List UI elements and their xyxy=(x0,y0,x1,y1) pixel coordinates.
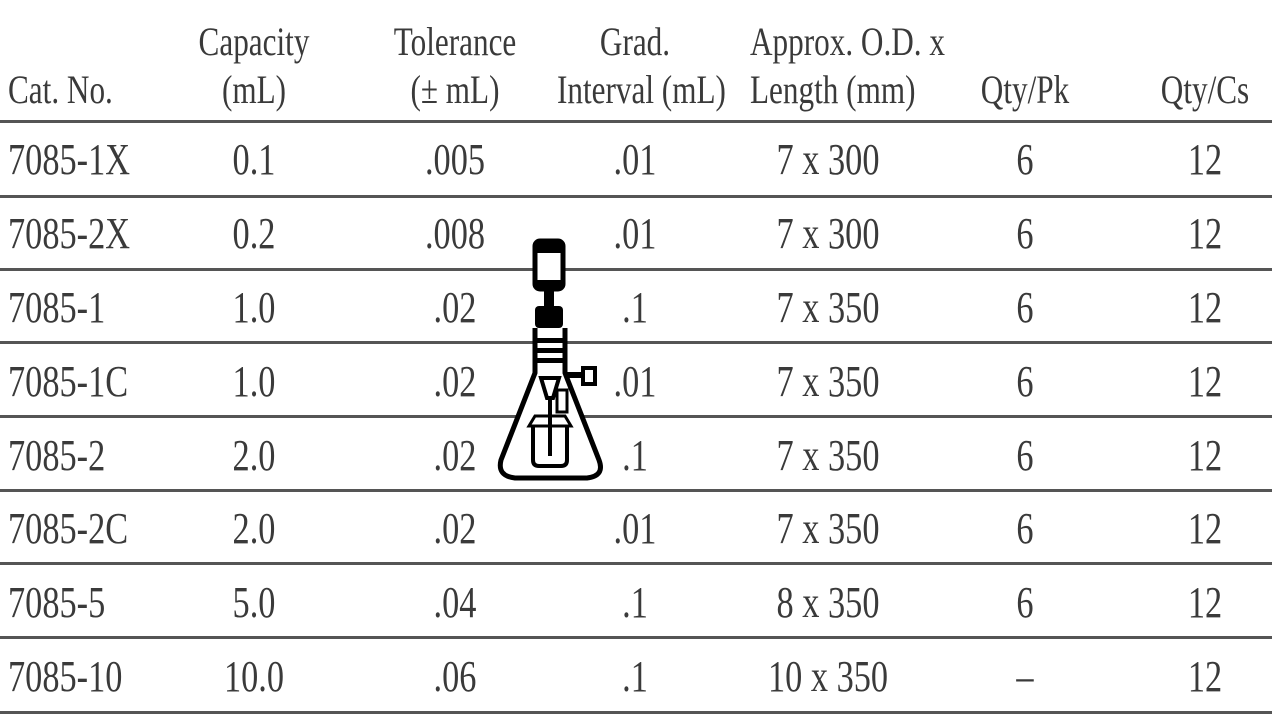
cell-od-length: 7 x 350 xyxy=(776,431,880,480)
header-cat-no: Cat. No. xyxy=(8,67,113,112)
cell-od-length: 7 x 350 xyxy=(776,357,880,406)
cell-capacity: 2.0 xyxy=(232,504,276,553)
table-row: 7085-5 5.0 .04 .1 8 x 350 6 12 xyxy=(0,566,1280,639)
cell-qty-cs: 12 xyxy=(1187,431,1223,480)
cell-qty-pk: 6 xyxy=(1016,135,1034,184)
cell-cat-no: 7085-1C xyxy=(8,357,129,406)
row-divider xyxy=(0,415,1272,418)
header-capacity: Capacity (mL) xyxy=(198,19,310,112)
cell-qty-cs: 12 xyxy=(1187,283,1223,332)
table-row: 7085-1 1.0 .02 .1 7 x 350 6 12 xyxy=(0,271,1280,344)
header-qty-cs: Qty/Cs xyxy=(1160,67,1250,112)
cell-grad-interval: .1 xyxy=(622,578,648,627)
cell-tolerance: .06 xyxy=(433,652,477,701)
cell-od-length: 7 x 350 xyxy=(776,283,880,332)
header-grad-interval: Grad. Interval (mL) xyxy=(557,19,726,112)
bottom-rule xyxy=(0,711,1272,714)
cell-tolerance: .04 xyxy=(433,578,477,627)
cell-grad-interval: .01 xyxy=(613,135,657,184)
cell-qty-pk: 6 xyxy=(1016,504,1034,553)
cell-qty-cs: 12 xyxy=(1187,504,1223,553)
cell-grad-interval: .01 xyxy=(613,504,657,553)
cell-od-length: 7 x 300 xyxy=(776,209,880,258)
cell-capacity: 10.0 xyxy=(223,652,285,701)
cell-capacity: 0.2 xyxy=(232,209,276,258)
cell-qty-cs: 12 xyxy=(1187,357,1223,406)
table-row: 7085-2C 2.0 .02 .01 7 x 350 6 12 xyxy=(0,492,1280,565)
cell-qty-pk: 6 xyxy=(1016,209,1034,258)
row-divider xyxy=(0,562,1272,565)
cell-cat-no: 7085-2 xyxy=(8,431,106,480)
cell-capacity: 1.0 xyxy=(232,357,276,406)
cell-grad-interval: .01 xyxy=(613,209,657,258)
cell-tolerance: .02 xyxy=(433,431,477,480)
cell-qty-cs: 12 xyxy=(1187,135,1223,184)
header-rule xyxy=(0,120,1272,123)
cell-qty-pk: – xyxy=(1016,652,1034,701)
cell-od-length: 8 x 350 xyxy=(776,578,880,627)
cell-od-length: 10 x 350 xyxy=(767,652,889,701)
table-row: 7085-2 2.0 .02 .1 7 x 350 6 12 xyxy=(0,419,1280,492)
header-od-length: Approx. O.D. x Length (mm) xyxy=(750,19,945,112)
row-divider xyxy=(0,489,1272,492)
cell-cat-no: 7085-1X xyxy=(8,135,131,184)
cell-capacity: 0.1 xyxy=(232,135,276,184)
cell-qty-pk: 6 xyxy=(1016,357,1034,406)
header-qty-pk: Qty/Pk xyxy=(980,67,1070,112)
table-header-row: Cat. No. Capacity (mL) Tolerance (± mL) Gr… xyxy=(0,0,1280,122)
cell-grad-interval: .1 xyxy=(622,652,648,701)
cell-od-length: 7 x 350 xyxy=(776,504,880,553)
cell-tolerance: .02 xyxy=(433,357,477,406)
cell-grad-interval: .01 xyxy=(613,357,657,406)
cell-grad-interval: .1 xyxy=(622,431,648,480)
cell-cat-no: 7085-1 xyxy=(8,283,106,332)
cell-qty-cs: 12 xyxy=(1187,652,1223,701)
cell-tolerance: .02 xyxy=(433,504,477,553)
row-divider xyxy=(0,636,1272,639)
header-tolerance: Tolerance (± mL) xyxy=(393,19,517,112)
table-row: 7085-2X 0.2 .008 .01 7 x 300 6 12 xyxy=(0,197,1280,270)
cell-qty-pk: 6 xyxy=(1016,578,1034,627)
table-row: 7085-1X 0.1 .005 .01 7 x 300 6 12 xyxy=(0,123,1280,196)
cell-tolerance: .005 xyxy=(424,135,486,184)
cell-tolerance: .02 xyxy=(433,283,477,332)
cell-cat-no: 7085-2X xyxy=(8,209,131,258)
row-divider xyxy=(0,268,1272,271)
cell-tolerance: .008 xyxy=(424,209,486,258)
cell-qty-cs: 12 xyxy=(1187,209,1223,258)
row-divider xyxy=(0,341,1272,344)
cell-qty-pk: 6 xyxy=(1016,283,1034,332)
table-row: 7085-1C 1.0 .02 .01 7 x 350 6 12 xyxy=(0,345,1280,418)
cell-capacity: 1.0 xyxy=(232,283,276,332)
cell-qty-pk: 6 xyxy=(1016,431,1034,480)
cell-capacity: 2.0 xyxy=(232,431,276,480)
cell-cat-no: 7085-2C xyxy=(8,504,129,553)
cell-od-length: 7 x 300 xyxy=(776,135,880,184)
filter-flask-icon xyxy=(497,238,603,481)
row-divider xyxy=(0,195,1272,198)
cell-cat-no: 7085-5 xyxy=(8,578,106,627)
cell-qty-cs: 12 xyxy=(1187,578,1223,627)
cell-cat-no: 7085-10 xyxy=(8,652,123,701)
cell-grad-interval: .1 xyxy=(622,283,648,332)
table-row: 7085-10 10.0 .06 .1 10 x 350 – 12 xyxy=(0,640,1280,713)
cell-capacity: 5.0 xyxy=(232,578,276,627)
